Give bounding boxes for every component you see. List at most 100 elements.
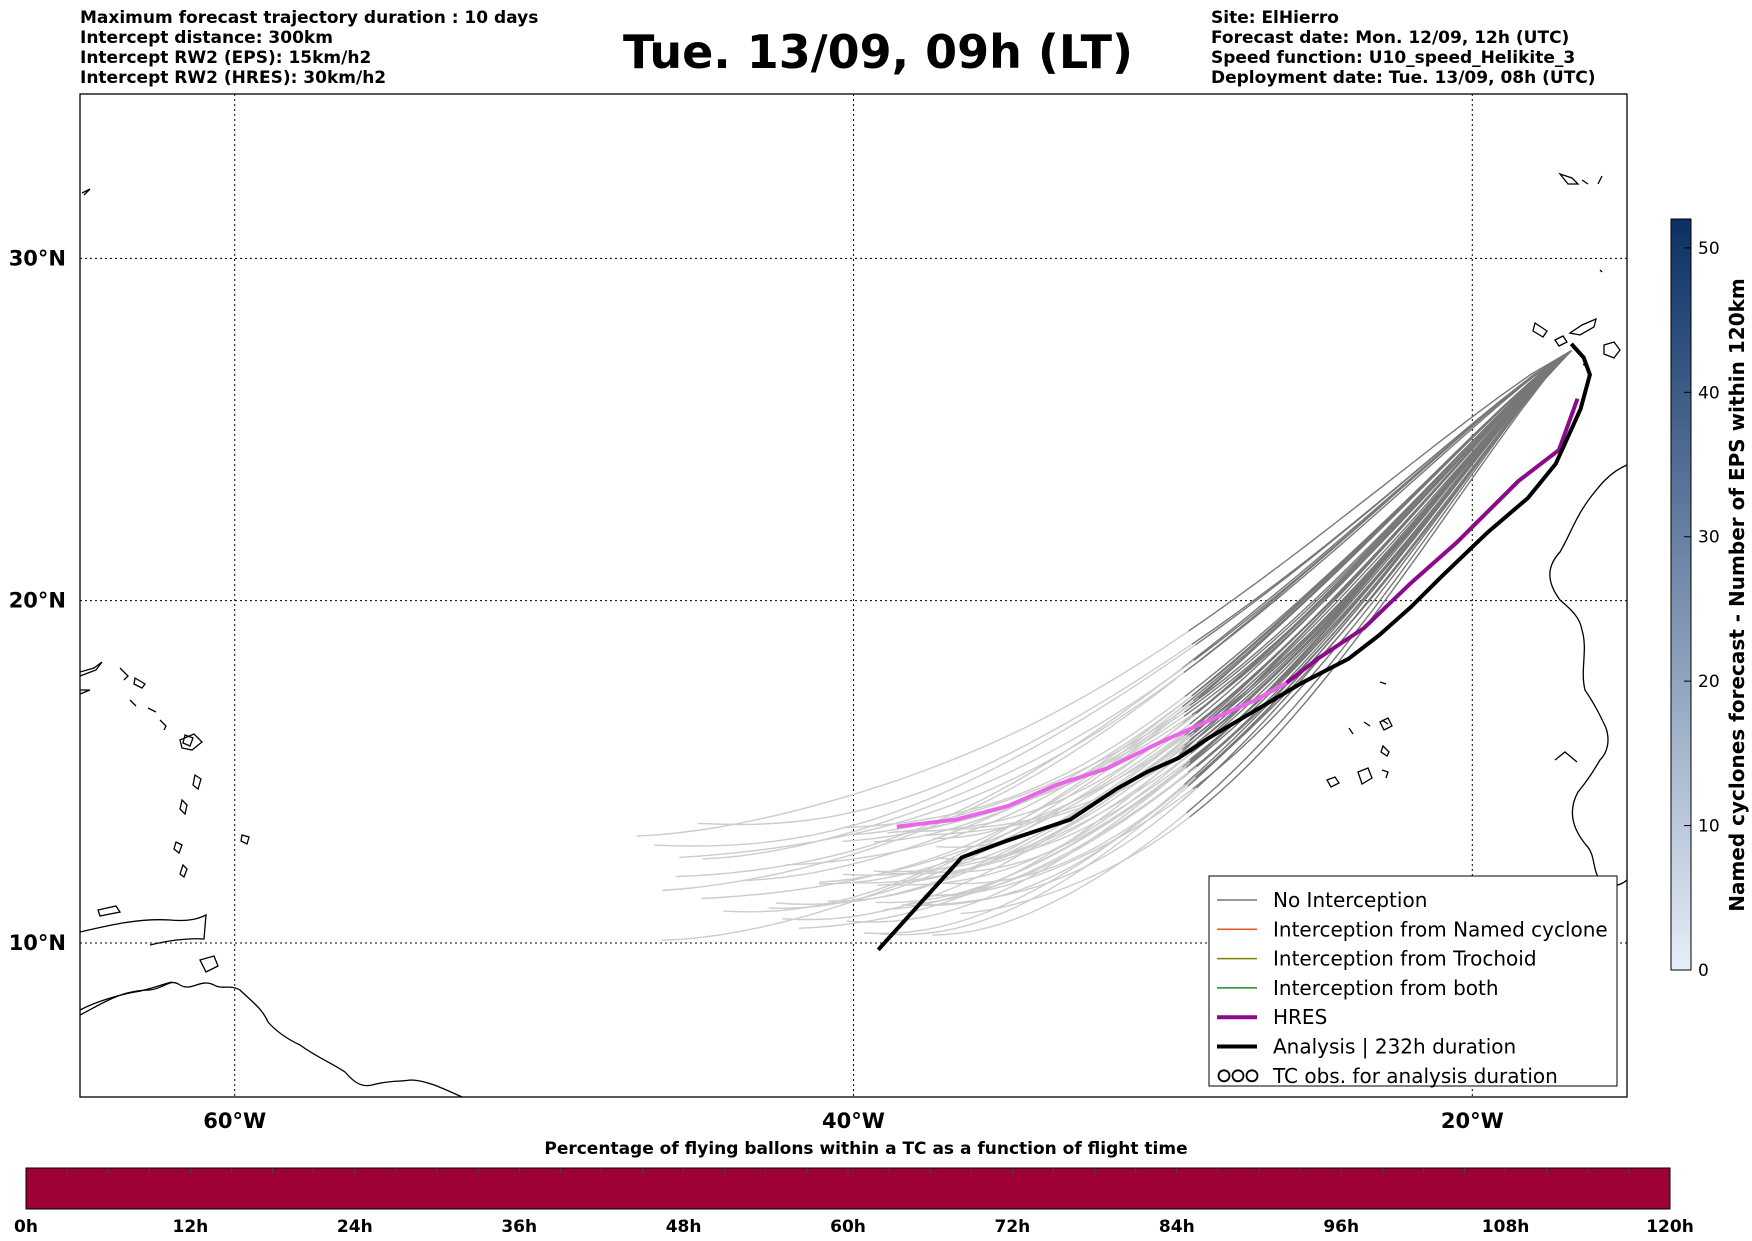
coastline-lesser-antilles-4 <box>173 841 183 855</box>
coastline-leeward-6 <box>147 707 157 713</box>
coastline-africa <box>1549 464 1627 886</box>
eps-trajectory <box>863 776 1196 935</box>
eps-trajectory <box>675 667 1183 878</box>
eps-trajectory <box>925 766 1183 874</box>
coastline-madeira-3 <box>1597 175 1603 185</box>
coastline-madeira-4 <box>1599 269 1603 273</box>
eps-trajectory <box>1195 350 1572 646</box>
eps-trajectory <box>887 714 1193 834</box>
lon-tick-label: 20°W <box>1441 1109 1504 1133</box>
coastline-cape-verde-4 <box>1379 717 1393 731</box>
eps-trajectory <box>662 678 1177 892</box>
eps-trajectory <box>923 787 1198 906</box>
colorbar-right-tick-label: 50 <box>1698 239 1720 259</box>
header-left-line: Maximum forecast trajectory duration : 1… <box>80 8 539 28</box>
colorbar-bottom-tick-label: 48h <box>666 1217 702 1237</box>
coastline-lesser-antilles-3 <box>179 798 188 816</box>
eps-trajectory <box>931 784 1187 885</box>
colorbar-bottom-title: Percentage of flying ballons within a TC… <box>544 1139 1187 1159</box>
eps-trajectory <box>768 722 1184 910</box>
eps-trajectory <box>1183 350 1572 674</box>
colorbar-right-tick-label: 20 <box>1698 672 1720 692</box>
colorbar-right: 0 10 20 30 40 50 Named cyclones forecast - Nu… <box>1670 218 1749 981</box>
coastlines <box>80 172 1627 1097</box>
coastline-caribbean-coast <box>80 913 207 946</box>
legend-box <box>1208 875 1618 1087</box>
header-left-line: Intercept RW2 (HRES): 30km/h2 <box>80 68 387 88</box>
coastline-cape-verde-9 <box>1379 681 1387 685</box>
eps-trajectory <box>1183 350 1572 717</box>
coastline-cape-verde-1 <box>1326 776 1340 788</box>
header-left-line: Intercept distance: 300km <box>80 28 333 48</box>
eps-trajectory <box>1181 350 1572 802</box>
legend-swatch-tc-symbol <box>1217 1069 1231 1083</box>
eps-trajectory <box>1188 350 1572 632</box>
coastline-canary-2 <box>1554 335 1568 347</box>
coastline-cape-verde-3 <box>1381 769 1389 779</box>
eps-trajectory <box>842 734 1185 876</box>
coastline-canary-4 <box>1603 341 1621 359</box>
coastline-leeward-3 <box>119 667 129 681</box>
legend-label: No Interception <box>1273 888 1427 912</box>
colorbar-bottom-tick-label: 12h <box>173 1217 209 1237</box>
colorbar-right-bar <box>1670 218 1692 971</box>
coastline-south-america <box>80 981 463 1097</box>
legend-label: TC obs. for analysis duration <box>1272 1064 1558 1088</box>
coastline-lesser-antilles-2 <box>192 773 202 791</box>
colorbar-right-tick-label: 40 <box>1698 383 1720 403</box>
colorbar-right-tick-label: 10 <box>1698 817 1720 837</box>
coastline-leeward-2 <box>80 689 91 695</box>
colorbar-bottom-tick-label: 0h <box>14 1217 38 1237</box>
coastline-madeira <box>1558 172 1580 185</box>
coastline-leeward-4 <box>133 676 146 689</box>
eps-trajectory <box>697 643 1193 826</box>
coastline-guadeloupe <box>179 733 203 751</box>
header-left-info: Maximum forecast trajectory duration : 1… <box>80 8 538 88</box>
colorbar-right-tick-label: 0 <box>1698 961 1709 981</box>
coastline-leeward-5 <box>129 699 137 707</box>
coastline-africa-inner <box>1554 751 1578 763</box>
lat-tick-label: 20°N <box>9 589 66 613</box>
legend-swatch-tc-symbol <box>1231 1069 1245 1083</box>
header-right-info: Site: ElHierro Forecast date: Mon. 12/09… <box>1211 8 1596 88</box>
colorbar-right-tick-label: 30 <box>1698 528 1720 548</box>
coastline-cape-verde-2 <box>1357 767 1373 785</box>
eps-trajectory <box>1183 350 1572 724</box>
colorbar-bottom-tick-label: 72h <box>995 1217 1031 1237</box>
colorbar-bottom-tick-label: 60h <box>830 1217 866 1237</box>
eps-trajectory <box>1193 350 1572 661</box>
eps-trajectory <box>852 705 1191 836</box>
coastline-cape-verde-5 <box>1363 721 1371 727</box>
eps-trajectory <box>1191 350 1572 716</box>
lat-tick-label: 10°N <box>9 931 66 955</box>
eps-trajectory <box>1189 350 1572 818</box>
eps-trajectory <box>679 672 1185 859</box>
analysis-trajectory <box>876 342 1592 952</box>
legend-label: Analysis | 232h duration <box>1273 1035 1516 1059</box>
coastline-madeira-2 <box>1581 179 1589 185</box>
colorbar-bottom-tick-label: 36h <box>501 1217 537 1237</box>
coastline-trinidad <box>199 955 219 973</box>
colorbar-right-label: Named cyclones forecast - Number of EPS … <box>1725 278 1749 912</box>
header-right-line: Speed function: U10_speed_Helikite_3 <box>1211 48 1576 68</box>
eps-trajectory <box>1187 350 1572 787</box>
header-left-line: Intercept RW2 (EPS): 15km/h2 <box>80 48 372 68</box>
coastline-cape-verde-8 <box>1381 719 1389 725</box>
eps-trajectory <box>1186 350 1572 814</box>
lon-tick-label: 40°W <box>822 1109 885 1133</box>
coastline-lesser-antilles-1 <box>182 734 194 747</box>
eps-trajectory <box>885 752 1192 886</box>
eps-trajectory <box>960 816 1191 915</box>
eps-trajectory <box>1188 350 1572 737</box>
hres-trajectory-late <box>896 681 1288 829</box>
header-right-line: Deployment date: Tue. 13/09, 08h (UTC) <box>1211 68 1596 88</box>
eps-trajectories-late <box>636 630 1198 941</box>
colorbar-bottom-tick-label: 84h <box>1159 1217 1195 1237</box>
map-frame <box>79 93 1628 1098</box>
eps-trajectory <box>702 659 1195 860</box>
coastline-canary-3 <box>1568 317 1597 336</box>
eps-trajectory <box>933 735 1188 840</box>
legend-swatch-tc-symbol <box>1245 1069 1259 1083</box>
eps-trajectories-early <box>1178 350 1572 818</box>
